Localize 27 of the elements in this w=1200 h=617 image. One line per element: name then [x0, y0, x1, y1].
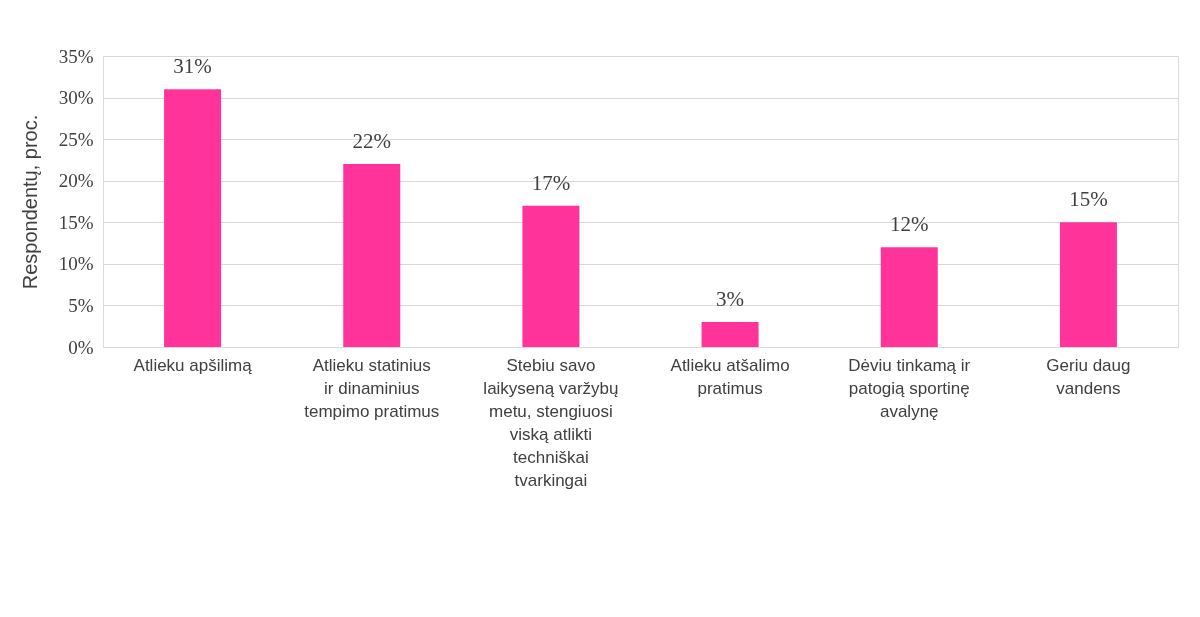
x-tick-label: Atlieku statinius ir dinaminius tempimo pratimus: [304, 355, 440, 421]
bar: [522, 205, 580, 347]
y-tick-label: 20%: [58, 170, 94, 192]
bar: [880, 247, 938, 347]
y-tick-label: 5%: [68, 294, 94, 316]
y-tick-label: 35%: [58, 45, 94, 67]
x-tick-label: Geriu daug vandens: [1046, 355, 1131, 398]
x-tick-label: Atlieku atšalimo pratimus: [670, 355, 790, 398]
y-tick-label: 15%: [58, 211, 94, 233]
x-tick-label: Stebiu savo laikyseną varžybų metu, stengiuosi viską atlikti techniškai tvarkingai: [483, 355, 619, 490]
data-label: 22%: [352, 129, 391, 154]
data-label: 12%: [890, 212, 929, 237]
data-label: 3%: [716, 287, 745, 312]
bar: [1059, 222, 1117, 347]
y-tick-label: 30%: [58, 87, 94, 109]
y-tick-label: 25%: [58, 128, 94, 150]
data-label: 15%: [1069, 187, 1108, 212]
x-tick-label: Atlieku apšilimą: [133, 355, 253, 375]
y-axis-title: Respondentų, proc.: [18, 114, 41, 290]
data-label: 31%: [173, 54, 212, 79]
bar: [343, 164, 401, 347]
bar: [164, 89, 222, 347]
y-tick-label: 0%: [68, 336, 94, 358]
x-tick-label: Dėviu tinkamą ir patogią sportinę avalynę: [848, 355, 971, 421]
bar: [701, 322, 759, 347]
data-label: 17%: [531, 170, 571, 195]
y-tick-label: 10%: [58, 253, 94, 275]
